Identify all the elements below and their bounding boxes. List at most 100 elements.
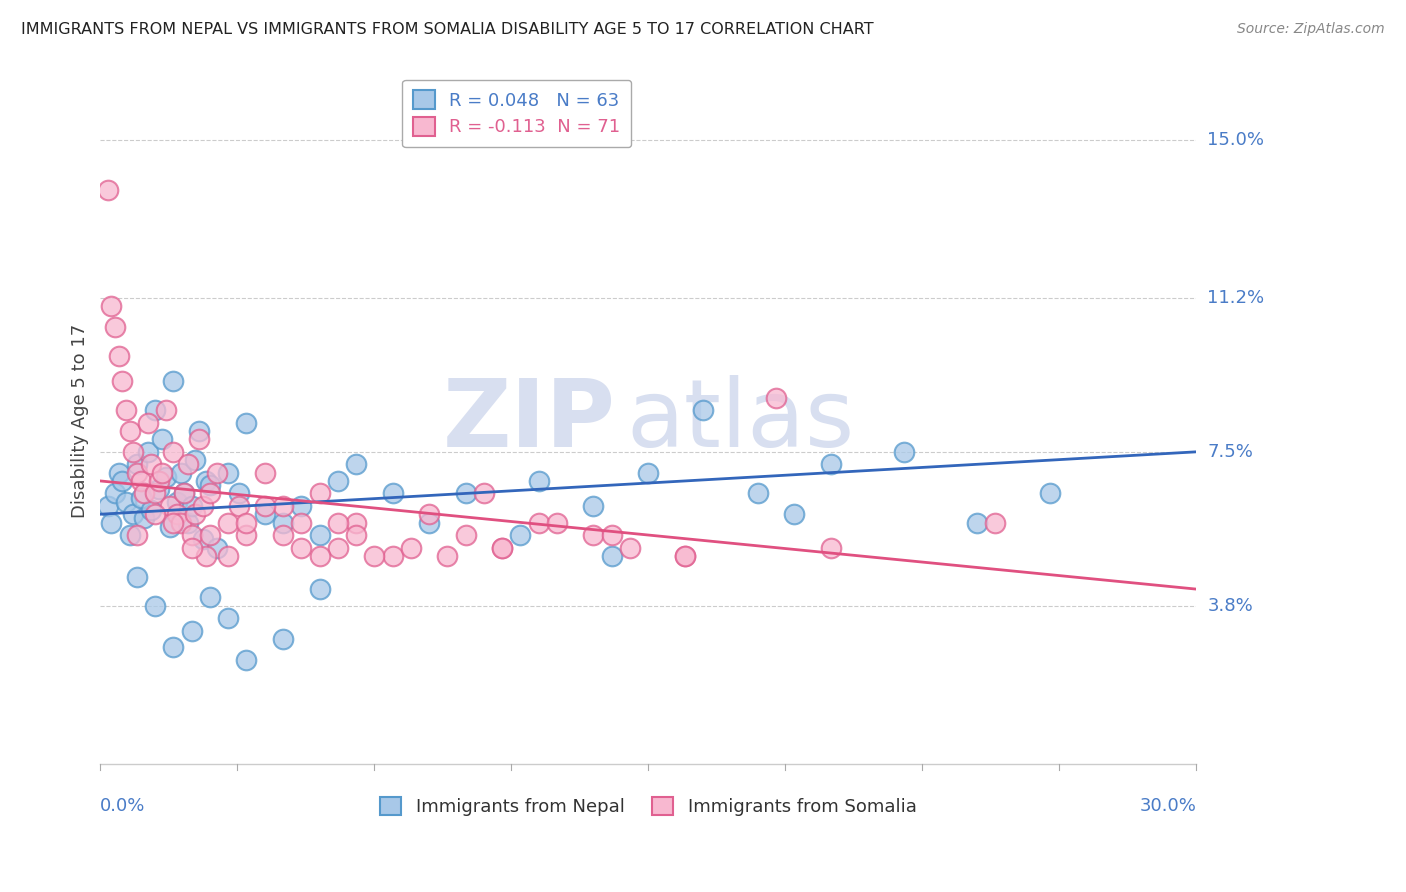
Point [177, 516, 200, 530]
Point [107, 466, 129, 480]
Point [166, 507, 188, 521]
Point [1039, 486, 1062, 500]
Point [152, 466, 174, 480]
Y-axis label: Disability Age 5 to 17: Disability Age 5 to 17 [72, 324, 89, 517]
Point [125, 466, 148, 480]
Point [184, 453, 207, 467]
Point [159, 519, 181, 533]
Point [308, 582, 330, 596]
Point [148, 474, 170, 488]
Text: 30.0%: 30.0% [1139, 797, 1197, 815]
Legend: Immigrants from Nepal, Immigrants from Somalia: Immigrants from Nepal, Immigrants from S… [373, 789, 924, 823]
Point [271, 632, 294, 646]
Point [582, 528, 605, 542]
Point [235, 516, 257, 530]
Point [454, 528, 477, 542]
Point [134, 511, 156, 525]
Point [290, 499, 312, 513]
Point [399, 541, 422, 555]
Point [143, 403, 166, 417]
Point [111, 374, 134, 388]
Point [326, 516, 349, 530]
Point [155, 470, 177, 484]
Point [125, 458, 148, 472]
Point [235, 528, 257, 542]
Point [104, 320, 127, 334]
Point [195, 474, 218, 488]
Point [134, 486, 156, 500]
Point [600, 528, 623, 542]
Point [97, 499, 120, 513]
Point [582, 499, 605, 513]
Point [271, 499, 294, 513]
Point [363, 549, 385, 563]
Point [100, 516, 122, 530]
Text: 0.0%: 0.0% [100, 797, 146, 815]
Point [217, 466, 239, 480]
Point [673, 549, 696, 563]
Text: Source: ZipAtlas.com: Source: ZipAtlas.com [1237, 22, 1385, 37]
Text: IMMIGRANTS FROM NEPAL VS IMMIGRANTS FROM SOMALIA DISABILITY AGE 5 TO 17 CORRELAT: IMMIGRANTS FROM NEPAL VS IMMIGRANTS FROM… [21, 22, 873, 37]
Point [418, 507, 440, 521]
Point [170, 516, 193, 530]
Point [143, 599, 166, 613]
Point [143, 507, 166, 521]
Point [198, 528, 221, 542]
Point [509, 528, 531, 542]
Point [527, 516, 550, 530]
Point [188, 424, 211, 438]
Point [271, 528, 294, 542]
Point [326, 541, 349, 555]
Point [344, 528, 367, 542]
Text: 3.8%: 3.8% [1208, 597, 1253, 615]
Point [673, 549, 696, 563]
Point [125, 569, 148, 583]
Point [491, 541, 513, 555]
Point [344, 458, 367, 472]
Point [253, 466, 276, 480]
Point [162, 516, 184, 530]
Point [141, 458, 163, 472]
Text: ZIP: ZIP [443, 375, 616, 467]
Point [217, 549, 239, 563]
Point [454, 486, 477, 500]
Point [180, 499, 202, 513]
Point [198, 478, 221, 492]
Point [180, 624, 202, 638]
Point [747, 486, 769, 500]
Point [115, 403, 138, 417]
Point [600, 549, 623, 563]
Point [820, 458, 842, 472]
Text: atlas: atlas [626, 375, 855, 467]
Point [152, 433, 174, 447]
Point [162, 445, 184, 459]
Point [143, 486, 166, 500]
Point [217, 516, 239, 530]
Point [308, 486, 330, 500]
Point [546, 516, 568, 530]
Point [820, 541, 842, 555]
Point [162, 640, 184, 655]
Point [207, 466, 229, 480]
Point [173, 486, 195, 500]
Point [136, 445, 159, 459]
Point [253, 499, 276, 513]
Point [136, 416, 159, 430]
Point [228, 499, 250, 513]
Point [984, 516, 1007, 530]
Point [115, 494, 138, 508]
Point [290, 541, 312, 555]
Point [195, 549, 218, 563]
Point [783, 507, 806, 521]
Point [191, 499, 214, 513]
Point [100, 299, 122, 313]
Point [191, 532, 214, 546]
Point [155, 403, 177, 417]
Point [129, 474, 152, 488]
Point [122, 445, 145, 459]
Point [308, 528, 330, 542]
Point [217, 611, 239, 625]
Point [436, 549, 458, 563]
Point [290, 516, 312, 530]
Point [326, 474, 349, 488]
